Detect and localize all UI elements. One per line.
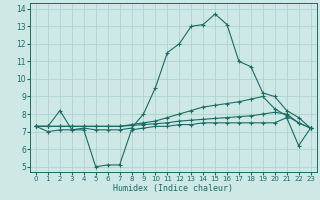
X-axis label: Humidex (Indice chaleur): Humidex (Indice chaleur) [113, 184, 233, 193]
